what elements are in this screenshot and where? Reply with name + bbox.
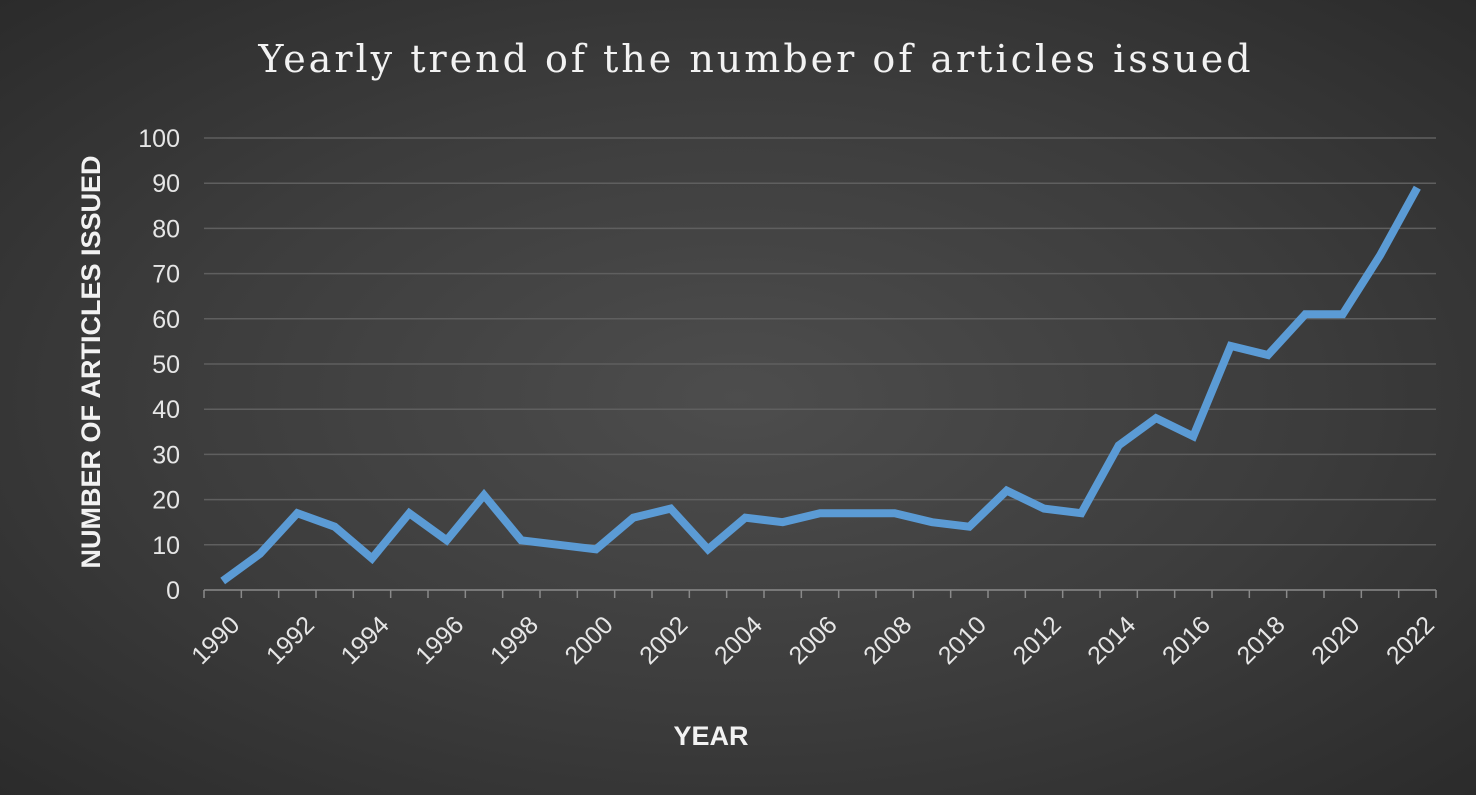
data-point [297, 513, 298, 514]
data-point [745, 517, 746, 518]
x-tick-label: 2016 [1157, 611, 1216, 670]
y-tick-label: 40 [152, 396, 180, 424]
data-point [1230, 345, 1231, 346]
data-point [857, 513, 858, 514]
x-tick-label: 2014 [1082, 611, 1141, 670]
x-tick-label: 1996 [410, 611, 469, 670]
data-point [558, 544, 559, 545]
y-tick-label: 10 [152, 532, 180, 560]
data-point [1156, 418, 1157, 419]
series-layer [220, 185, 1421, 585]
y-tick-label: 70 [152, 261, 180, 289]
x-tick-label: 2012 [1008, 611, 1067, 670]
data-point [334, 526, 335, 527]
data-point [1193, 436, 1194, 437]
y-tick-label: 90 [152, 170, 180, 198]
y-tick-label: 0 [166, 577, 180, 605]
y-tick-label: 30 [152, 441, 180, 469]
series-line [220, 185, 1421, 585]
data-point [596, 549, 597, 550]
x-tick-label: 1992 [261, 611, 320, 670]
data-point [1006, 490, 1007, 491]
data-point [1342, 314, 1343, 315]
y-tick-label: 80 [152, 215, 180, 243]
data-point [1305, 314, 1306, 315]
x-tick-label: 1994 [336, 611, 395, 670]
data-point [894, 513, 895, 514]
data-point [820, 513, 821, 514]
x-tick-label: 2000 [560, 611, 619, 670]
x-axis-ticks: 1990 1992 1994 1996 1998 2000 2002 2004 2006 2008… [186, 611, 1440, 670]
chart-title: Yearly trend of the number of articles i… [257, 37, 1253, 81]
x-tick-label: 1998 [485, 611, 544, 670]
data-point [484, 495, 485, 496]
x-tick-label: 2006 [784, 611, 843, 670]
x-axis-label: YEAR [673, 721, 748, 751]
data-point [222, 581, 223, 582]
x-tick-label: 2022 [1381, 611, 1440, 670]
x-tick-label: 1990 [186, 611, 245, 670]
data-point [260, 553, 261, 554]
x-tick-label: 2020 [1306, 611, 1365, 670]
gridlines [204, 137, 1436, 546]
data-point [633, 517, 634, 518]
x-tick-label: 2010 [933, 611, 992, 670]
x-tick-label: 2008 [858, 611, 917, 670]
y-tick-label: 100 [138, 125, 180, 153]
y-tick-label: 50 [152, 351, 180, 379]
x-tick-label: 2018 [1232, 611, 1291, 670]
data-point [1380, 255, 1381, 256]
data-point [969, 526, 970, 527]
data-point [1268, 355, 1269, 356]
data-point [1417, 187, 1418, 188]
data-point [932, 522, 933, 523]
y-axis-ticks: 0 10 20 30 40 50 60 70 80 90 100 [138, 125, 180, 605]
y-axis-label: NUMBER OF ARTICLES ISSUED [76, 155, 106, 568]
y-tick-label: 60 [152, 306, 180, 334]
data-point [708, 549, 709, 550]
data-point [670, 508, 671, 509]
data-point [1044, 508, 1045, 509]
x-tick-label: 2002 [634, 611, 693, 670]
data-point [782, 522, 783, 523]
data-point [409, 513, 410, 514]
data-point [1081, 513, 1082, 514]
y-tick-label: 20 [152, 487, 180, 515]
data-point [1118, 445, 1119, 446]
x-tick-label: 2004 [709, 611, 768, 670]
x-axis [203, 589, 1437, 598]
data-point [372, 558, 373, 559]
data-point [521, 540, 522, 541]
data-point [446, 540, 447, 541]
